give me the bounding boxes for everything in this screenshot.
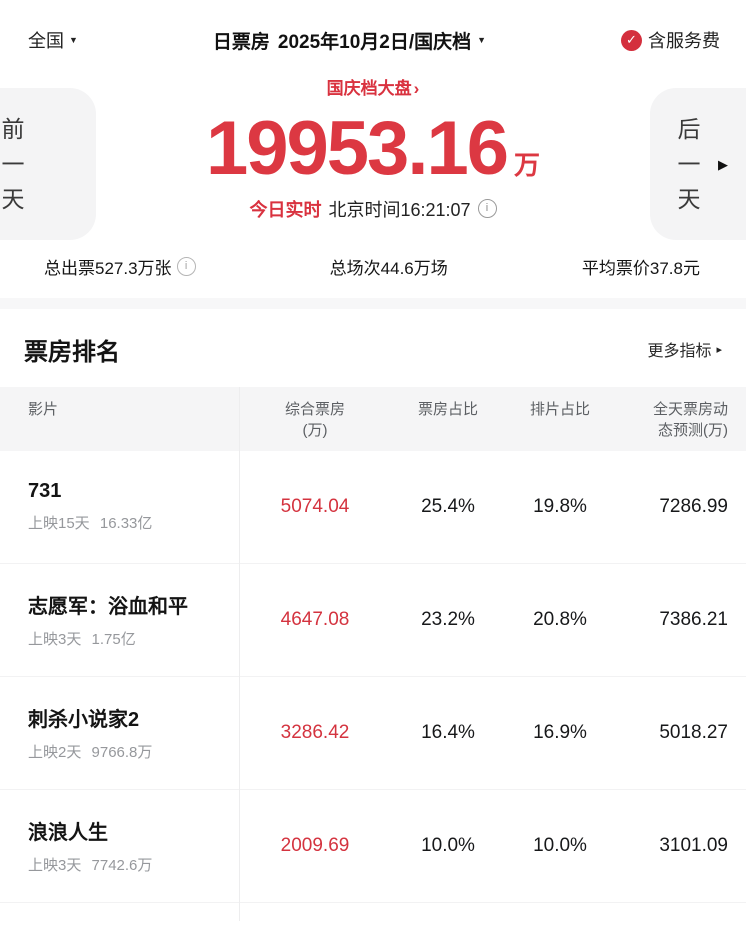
movie-cell: 刺杀小说家2 上映2天 9766.8万 [0,703,240,762]
hero-section: 国庆档大盘 › 19953.16 万 今日实时 北京时间16:21:07 i [0,74,746,222]
summary-stats-row: 总出票527.3万张 i 总场次44.6万场 平均票价37.8元 [0,254,746,279]
page-title: 日票房 [212,31,270,53]
ranking-title: 票房排名 [24,338,120,366]
realtime-row: 今日实时 北京时间16:21:07 i [0,196,746,222]
column-header-forecast: 全天票房动 态预测(万) [614,399,746,451]
region-label: 全国 [28,31,64,51]
section-divider [0,297,746,309]
movie-title: 志愿军：浴血和平 [28,596,188,619]
movie-subtitle: 上映15天 16.33亿 [28,515,153,533]
column-header-box-office: 综合票房 (万) [240,399,390,451]
movie-subtitle: 上映2天 9766.8万 [28,744,153,762]
movie-subtitle: 上映3天 1.75亿 [28,631,136,649]
show-share-value: 20.8% [533,608,587,630]
total-box-office-number: 19953.16 [205,106,509,191]
movie-cell: 731 上映15天 16.33亿 [0,480,240,533]
total-tickets-stat: 总出票527.3万张 i [44,254,196,279]
box-share-value: 10.0% [421,834,475,856]
show-share-value: 19.8% [533,495,587,517]
table-row[interactable]: 刺杀小说家2 上映2天 9766.8万 3286.42 16.4% 16.9% … [0,676,746,790]
beijing-time-label: 北京时间16:21:07 [328,199,471,220]
total-sessions-label: 总场次44.6万场 [329,258,448,278]
check-icon: ✓ [620,29,642,51]
info-icon[interactable]: i [176,256,196,276]
info-icon[interactable]: i [477,199,497,219]
triangle-right-icon: ▸ [716,343,722,356]
holiday-overview-label: 国庆档大盘 [326,79,412,98]
region-selector[interactable]: 全国 ▼ [28,27,78,53]
movie-title: 浪浪人生 [28,822,108,845]
realtime-label: 今日实时 [249,199,322,220]
ranking-header: 票房排名 更多指标 ▸ [0,309,746,387]
top-bar: 全国 ▼ 日票房 2025年10月2日/国庆档 ▼ ✓ 含服务费 [0,0,746,60]
total-tickets-label: 总出票527.3万张 [44,258,172,278]
forecast-value: 7386.21 [659,608,728,630]
movie-title: 731 [28,480,62,503]
more-metrics-label: 更多指标 [647,343,712,361]
next-day-button[interactable]: 后一天 ▶ [650,88,746,240]
forecast-value: 3101.09 [659,834,728,856]
column-header-forecast-line2: 态预测(万) [658,421,728,439]
ranking-table: 影片 综合票房 (万) 票房占比 排片占比 全天票房动 态预测(万) 731 上… [0,386,746,921]
date-label: 2025年10月2日/国庆档 [277,31,472,53]
movie-cell: 浪浪人生 上映3天 7742.6万 [0,816,240,875]
next-row-partial [0,902,746,921]
holiday-overview-link[interactable]: 国庆档大盘 › [0,74,746,99]
movie-title: 刺杀小说家2 [28,709,140,732]
avg-price-label: 平均票价37.8元 [581,258,700,278]
column-header-forecast-line1: 全天票房动 [652,400,728,418]
box-share-value: 23.2% [421,608,475,630]
table-row[interactable]: 731 上映15天 16.33亿 5074.04 25.4% 19.8% 728… [0,450,746,564]
total-box-office-value: 19953.16 万 [0,103,746,196]
column-header-box-line2: (万) [302,421,328,439]
column-header-show-share: 排片占比 [529,400,590,418]
box-office-value: 2009.69 [280,834,350,856]
caret-down-icon: ▼ [477,34,487,45]
table-row[interactable]: 志愿军：浴血和平 上映3天 1.75亿 4647.08 23.2% 20.8% … [0,563,746,677]
caret-down-icon: ▼ [69,34,78,45]
prev-day-label: 前一天 [1,115,25,212]
avg-price-stat: 平均票价37.8元 [582,254,700,279]
show-share-value: 10.0% [533,834,587,856]
movie-subtitle: 上映3天 7742.6万 [28,857,153,875]
table-header-row: 影片 综合票房 (万) 票房占比 排片占比 全天票房动 态预测(万) [0,386,746,451]
date-selector[interactable]: 日票房 2025年10月2日/国庆档 ▼ [213,27,486,54]
box-office-value: 5074.04 [280,495,350,517]
more-metrics-button[interactable]: 更多指标 ▸ [647,337,722,361]
box-office-value: 4647.08 [280,608,350,630]
chevron-right-icon: › [413,79,420,98]
box-office-value: 3286.42 [280,721,350,743]
show-share-value: 16.9% [533,721,587,743]
forecast-value: 7286.99 [659,495,728,517]
total-box-office-unit: 万 [513,150,540,180]
movie-cell: 志愿军：浴血和平 上映3天 1.75亿 [0,590,240,649]
table-row[interactable]: 浪浪人生 上映3天 7742.6万 2009.69 10.0% 10.0% 31… [0,789,746,903]
column-header-box-line1: 综合票房 [284,400,345,418]
service-fee-toggle[interactable]: ✓ 含服务费 [620,27,720,53]
column-header-film: 影片 [28,400,59,418]
forecast-value: 5018.27 [659,721,728,743]
box-share-value: 16.4% [421,721,475,743]
service-fee-label: 含服务费 [647,31,720,51]
column-header-box-share: 票房占比 [417,400,478,418]
box-share-value: 25.4% [421,495,475,517]
total-sessions-stat: 总场次44.6万场 [330,254,448,279]
next-day-label: 后一天 [677,115,701,212]
triangle-right-icon: ▶ [718,156,728,172]
prev-day-button[interactable]: ◀ 前一天 [0,88,96,240]
